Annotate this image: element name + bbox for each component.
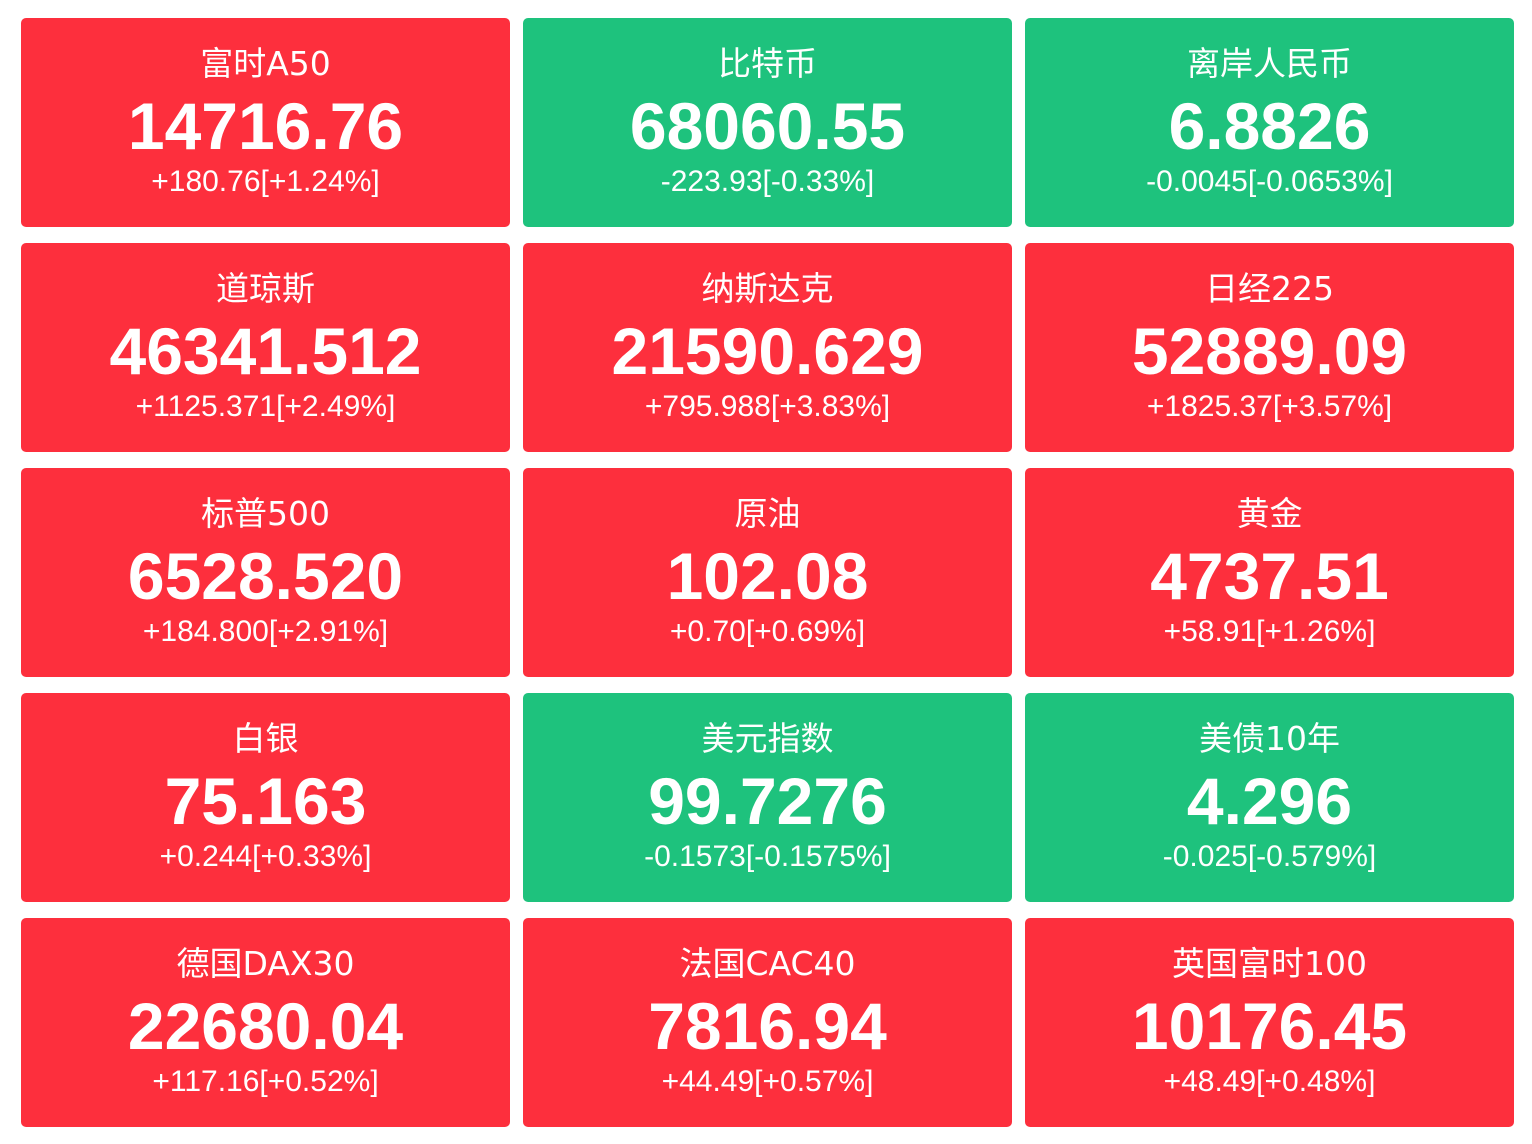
- quote-card-nasdaq[interactable]: 纳斯达克 21590.629 +795.988[+3.83%]: [523, 243, 1012, 452]
- quote-price: 14716.76: [127, 89, 404, 163]
- quote-grid: 富时A50 14716.76 +180.76[+1.24%] 比特币 68060…: [21, 18, 1514, 1127]
- quote-price: 22680.04: [127, 989, 404, 1063]
- quote-name: 原油: [734, 494, 801, 533]
- quote-price: 102.08: [666, 539, 869, 613]
- quote-price: 4.296: [1186, 764, 1353, 838]
- quote-card-cac40[interactable]: 法国CAC40 7816.94 +44.49[+0.57%]: [523, 918, 1012, 1127]
- quote-name: 富时A50: [200, 44, 331, 83]
- quote-card-gold[interactable]: 黄金 4737.51 +58.91[+1.26%]: [1025, 468, 1514, 677]
- quote-name: 法国CAC40: [679, 944, 856, 983]
- quote-card-offshore-cny[interactable]: 离岸人民币 6.8826 -0.0045[-0.0653%]: [1025, 18, 1514, 227]
- quote-card-silver[interactable]: 白银 75.163 +0.244[+0.33%]: [21, 693, 510, 902]
- quote-price: 99.7276: [648, 764, 887, 838]
- quote-change: +795.988[+3.83%]: [644, 390, 891, 423]
- quote-price: 68060.55: [629, 89, 906, 163]
- quote-name: 德国DAX30: [176, 944, 355, 983]
- quote-price: 52889.09: [1131, 314, 1408, 388]
- quote-price: 21590.629: [611, 314, 924, 388]
- quote-name: 比特币: [718, 44, 817, 83]
- quote-price: 4737.51: [1150, 539, 1389, 613]
- quote-change: +0.244[+0.33%]: [159, 840, 372, 873]
- quote-change: -223.93[-0.33%]: [660, 165, 875, 198]
- quote-name: 离岸人民币: [1187, 44, 1352, 83]
- quote-name: 道琼斯: [216, 269, 315, 308]
- quote-card-ftse-100[interactable]: 英国富时100 10176.45 +48.49[+0.48%]: [1025, 918, 1514, 1127]
- quote-price: 7816.94: [648, 989, 887, 1063]
- quote-name: 黄金: [1236, 494, 1303, 533]
- quote-name: 纳斯达克: [701, 269, 834, 308]
- quote-name: 美元指数: [701, 719, 834, 758]
- quote-price: 6528.520: [127, 539, 404, 613]
- quote-change: +117.16[+0.52%]: [152, 1065, 379, 1098]
- quote-card-us-10y-treasury[interactable]: 美债10年 4.296 -0.025[-0.579%]: [1025, 693, 1514, 902]
- quote-change: +1825.37[+3.57%]: [1146, 390, 1393, 423]
- quote-card-dollar-index[interactable]: 美元指数 99.7276 -0.1573[-0.1575%]: [523, 693, 1012, 902]
- quote-card-sp500[interactable]: 标普500 6528.520 +184.800[+2.91%]: [21, 468, 510, 677]
- quote-change: +180.76[+1.24%]: [151, 165, 380, 198]
- quote-name: 美债10年: [1199, 719, 1340, 758]
- quote-change: +58.91[+1.26%]: [1163, 615, 1376, 648]
- quote-name: 英国富时100: [1172, 944, 1367, 983]
- quote-card-dax30[interactable]: 德国DAX30 22680.04 +117.16[+0.52%]: [21, 918, 510, 1127]
- quote-name: 日经225: [1205, 269, 1334, 308]
- quote-card-bitcoin[interactable]: 比特币 68060.55 -223.93[-0.33%]: [523, 18, 1012, 227]
- quote-change: +44.49[+0.57%]: [661, 1065, 874, 1098]
- quote-card-crude-oil[interactable]: 原油 102.08 +0.70[+0.69%]: [523, 468, 1012, 677]
- quote-change: -0.1573[-0.1575%]: [644, 840, 891, 873]
- quote-card-nikkei-225[interactable]: 日经225 52889.09 +1825.37[+3.57%]: [1025, 243, 1514, 452]
- quote-change: +0.70[+0.69%]: [669, 615, 866, 648]
- quote-name: 标普500: [201, 494, 330, 533]
- quote-price: 46341.512: [109, 314, 422, 388]
- quote-change: +1125.371[+2.49%]: [135, 390, 396, 423]
- quote-price: 75.163: [164, 764, 367, 838]
- quote-card-dow-jones[interactable]: 道琼斯 46341.512 +1125.371[+2.49%]: [21, 243, 510, 452]
- quote-name: 白银: [232, 719, 299, 758]
- quote-price: 10176.45: [1131, 989, 1408, 1063]
- quote-change: +48.49[+0.48%]: [1163, 1065, 1376, 1098]
- quote-change: -0.0045[-0.0653%]: [1146, 165, 1393, 198]
- quote-price: 6.8826: [1168, 89, 1371, 163]
- quote-change: -0.025[-0.579%]: [1162, 840, 1377, 873]
- quote-card-ftse-a50[interactable]: 富时A50 14716.76 +180.76[+1.24%]: [21, 18, 510, 227]
- quote-change: +184.800[+2.91%]: [142, 615, 389, 648]
